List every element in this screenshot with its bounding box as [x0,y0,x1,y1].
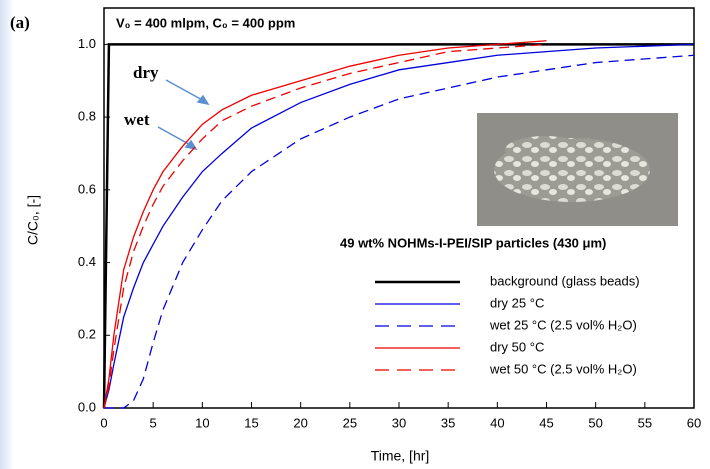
legend-label: wet 50 °C (2.5 vol% H₂O) [489,361,637,376]
x-tick-label: 55 [638,415,652,430]
y-tick-label: 0.2 [78,327,96,342]
arrow-label: dry [133,63,159,82]
y-axis-label: C/C₀, [-] [25,195,41,245]
arrows [157,79,210,151]
annotation: V₀ = 400 mlpm, C₀ = 400 ppm [116,15,295,30]
photo [477,113,678,226]
x-tick-label: 30 [392,415,406,430]
x-tick-label: 25 [343,415,357,430]
legend-title: 49 wt% NOHMs-I-PEI/SIP particles (430 μm… [340,235,606,250]
x-tick-label: 10 [195,415,209,430]
series-line [104,54,695,409]
x-tick-label: 45 [539,415,553,430]
x-tick-label: 20 [293,415,307,430]
y-tick-label: 0.6 [78,181,96,196]
series-line [103,43,547,409]
x-tick-label: 50 [588,415,602,430]
series-line [103,40,547,409]
series-line [102,43,694,409]
panel-label: (a) [10,13,30,32]
x-tick-label: 40 [490,415,504,430]
series-line [103,43,695,409]
x-tick-label: 0 [100,415,107,430]
y-tick-label: 0.4 [78,254,96,269]
x-tick-label: 5 [150,415,157,430]
arrow-label: wet [124,110,150,129]
y-tick-label: 0.8 [78,109,96,124]
y-tick-label: 1.0 [78,36,96,51]
x-tick-label: 35 [441,415,455,430]
x-tick-label: 60 [687,415,701,430]
x-tick-label: 15 [244,415,258,430]
legend-label: background (glass beads) [490,273,640,288]
legend-label: dry 25 °C [490,295,544,310]
x-axis-label: Time, [hr] [371,448,430,464]
legend-label: wet 25 °C (2.5 vol% H₂O) [489,317,637,332]
y-tick-label: 0.0 [78,399,96,414]
legend-label: dry 50 °C [490,339,544,354]
